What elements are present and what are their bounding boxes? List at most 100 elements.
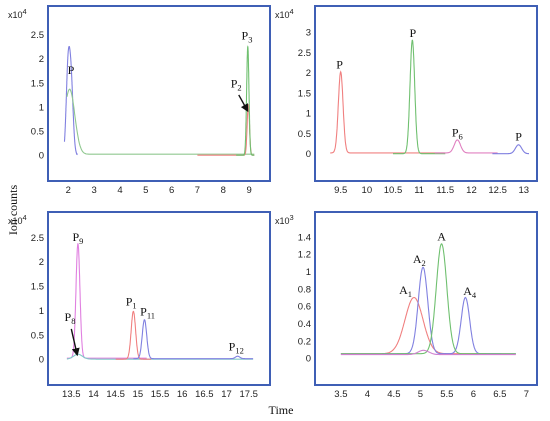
peak-label-base: A xyxy=(413,252,422,266)
y-multiplier-exponent: 3 xyxy=(290,213,294,222)
peak-label-subscript: 2 xyxy=(422,258,426,268)
y-tick-label: 2 xyxy=(39,257,44,268)
y-tick-label: 1.4 xyxy=(298,232,311,243)
peak-label-base: P xyxy=(72,230,79,244)
x-tick-label: 5 xyxy=(418,389,423,400)
peak-label: A1 xyxy=(399,283,412,299)
x-tick-label: 12 xyxy=(466,185,477,196)
y-tick-label: 0.5 xyxy=(31,330,44,341)
peak-label-base: P xyxy=(65,310,72,324)
y-multiplier-exponent: 4 xyxy=(23,213,27,222)
x-tick-label: 4.5 xyxy=(387,389,400,400)
peak-label-subscript: 2 xyxy=(237,83,241,93)
x-axis-label: Time xyxy=(269,403,294,417)
peak-label-base: P xyxy=(242,28,249,42)
x-tick-label: 15.5 xyxy=(151,389,170,400)
y-multiplier-exponent: 4 xyxy=(290,7,294,16)
panel-frame xyxy=(314,211,538,386)
peak-label-subscript: 11 xyxy=(147,310,155,320)
y-tick-label: 1 xyxy=(306,109,311,120)
x-tick-label: 14 xyxy=(88,389,99,400)
peak-label: P xyxy=(410,26,417,40)
peak-label-base: P xyxy=(140,304,147,318)
y-tick-label: 0.2 xyxy=(298,336,311,347)
peak-label-base: A xyxy=(399,283,408,297)
x-tick-label: 14.5 xyxy=(106,389,125,400)
peak-label-base: P xyxy=(231,77,238,91)
y-tick-label: 0.4 xyxy=(298,319,311,330)
y-multiplier: x103 xyxy=(275,213,294,226)
peak-label-subscript: 6 xyxy=(459,132,463,142)
y-tick-label: 0 xyxy=(306,354,311,365)
y-tick-label: 1 xyxy=(39,102,44,113)
series-line-2 xyxy=(340,266,516,355)
y-tick-label: 1 xyxy=(39,306,44,317)
y-tick-label: 2 xyxy=(39,54,44,65)
x-tick-label: 17 xyxy=(221,389,232,400)
peak-label-base: P xyxy=(515,130,522,144)
peak-label-base: P xyxy=(229,339,236,353)
y-axis-label: Ion counts xyxy=(6,185,20,236)
peak-label: A xyxy=(437,229,446,243)
peak-label-base: P xyxy=(410,26,417,40)
peak-label-base: A xyxy=(437,229,446,243)
x-tick-label: 13.5 xyxy=(62,389,81,400)
x-tick-label: 17.5 xyxy=(239,389,258,400)
y-multiplier-base: x10 xyxy=(275,10,290,20)
peak-label-base: P xyxy=(452,126,459,140)
x-tick-label: 12.5 xyxy=(488,185,507,196)
x-tick-label: 16.5 xyxy=(195,389,214,400)
peak-label: P1 xyxy=(126,295,137,311)
y-multiplier: x104 xyxy=(275,7,294,20)
y-tick-label: 0 xyxy=(39,355,44,366)
y-tick-label: 0 xyxy=(39,151,44,162)
y-tick-label: 1 xyxy=(306,267,311,278)
y-multiplier-exponent: 4 xyxy=(23,7,27,16)
peak-label: P xyxy=(515,130,522,144)
annotation-arrow xyxy=(70,328,80,357)
x-tick-label: 7 xyxy=(195,185,200,196)
series-line-1 xyxy=(330,70,446,154)
y-multiplier: x104 xyxy=(8,7,27,20)
peak-label-base: A xyxy=(463,284,472,298)
series-line-2 xyxy=(393,39,446,155)
peak-label-subscript: 12 xyxy=(235,345,244,355)
peak-label-subscript: 1 xyxy=(132,301,136,311)
x-tick-label: 6 xyxy=(471,389,476,400)
peak-label: P11 xyxy=(140,304,155,320)
y-tick-label: 1.5 xyxy=(31,78,44,89)
x-tick-label: 3.5 xyxy=(334,389,347,400)
x-tick-label: 4 xyxy=(365,389,370,400)
panel-frame xyxy=(47,5,271,182)
x-tick-label: 15 xyxy=(133,389,144,400)
peak-label-subscript: 8 xyxy=(71,316,75,326)
series-line-3 xyxy=(115,310,152,360)
y-tick-label: 1.5 xyxy=(298,88,311,99)
peak-label-subscript: 1 xyxy=(408,289,412,299)
y-tick-label: 0.6 xyxy=(298,302,311,313)
y-tick-label: 1.5 xyxy=(31,282,44,293)
y-multiplier: x104 xyxy=(8,213,27,226)
series-line-3 xyxy=(434,139,498,154)
y-tick-label: 2.5 xyxy=(31,233,44,244)
series-line-4 xyxy=(340,349,516,356)
y-tick-label: 1.2 xyxy=(298,250,311,261)
peak-label: P9 xyxy=(72,230,83,246)
x-tick-label: 5 xyxy=(143,185,148,196)
x-tick-label: 10.5 xyxy=(384,185,403,196)
x-tick-label: 7 xyxy=(524,389,529,400)
x-tick-label: 2 xyxy=(66,185,71,196)
peak-label-subscript: 9 xyxy=(79,236,83,246)
peak-label: P3 xyxy=(242,28,253,44)
y-tick-label: 0 xyxy=(306,149,311,160)
x-tick-label: 3 xyxy=(92,185,97,196)
x-tick-label: 5.5 xyxy=(440,389,453,400)
series-line-1 xyxy=(63,45,78,156)
peak-label-base: P xyxy=(126,295,133,309)
peak-label: A4 xyxy=(463,284,477,300)
x-tick-label: 11 xyxy=(414,185,424,196)
